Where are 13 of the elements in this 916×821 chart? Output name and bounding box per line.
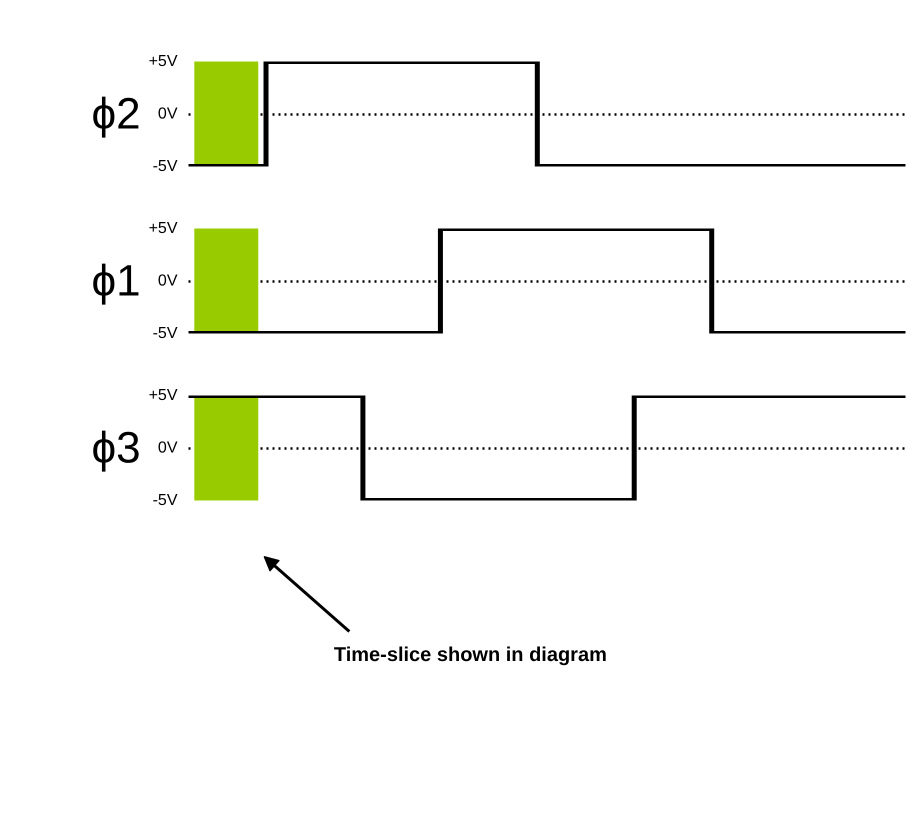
y-tick-label: +5V bbox=[148, 220, 178, 237]
y-tick-label: +5V bbox=[148, 387, 178, 404]
y-tick-label: -5V bbox=[152, 492, 178, 509]
y-tick-label: 0V bbox=[158, 440, 178, 456]
y-tick-label: 0V bbox=[158, 106, 178, 122]
y-tick-label: +5V bbox=[148, 53, 178, 70]
y-axis-title: ϕ3 bbox=[91, 424, 141, 472]
y-axis-title: ϕ1 bbox=[91, 256, 141, 306]
y-tick-label: 0V bbox=[158, 272, 178, 290]
y-tick-label: -5V bbox=[152, 158, 178, 175]
text: Time-slice shown in diagram bbox=[334, 644, 607, 666]
y-axis-title: ϕ2 bbox=[91, 90, 141, 138]
y-tick-label: -5V bbox=[152, 325, 178, 342]
